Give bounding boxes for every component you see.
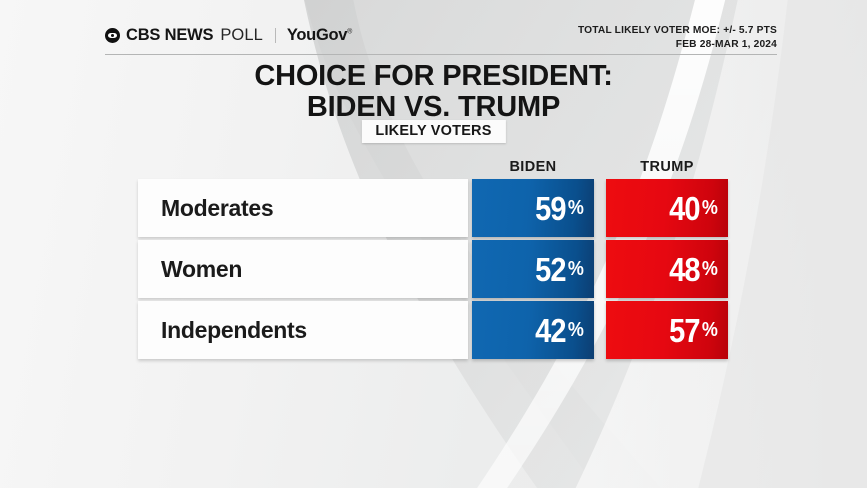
trump-value: 40 <box>669 189 701 227</box>
trump-result-cell: 57% <box>606 301 728 359</box>
table-row: Independents 42% 57% <box>138 301 728 359</box>
page-title: CHOICE FOR PRESIDENT: BIDEN VS. TRUMP <box>0 62 867 122</box>
column-headers: BIDEN TRUMP <box>472 159 728 177</box>
biden-percent-sign: % <box>568 258 585 280</box>
biden-result-cell: 59% <box>472 179 594 237</box>
row-label: Independents <box>161 316 307 343</box>
row-label: Moderates <box>161 194 274 221</box>
header-divider <box>105 54 777 55</box>
biden-value: 42 <box>535 311 567 349</box>
table-row: Moderates 59% 40% <box>138 179 728 237</box>
moe-block: TOTAL LIKELY VOTER MOE: +/- 5.7 PTS FEB … <box>578 24 777 51</box>
row-label-panel: Independents <box>138 301 468 359</box>
trump-result-cell: 48% <box>606 240 728 298</box>
trump-result-cell: 40% <box>606 179 728 237</box>
trump-percent-sign: % <box>702 258 719 280</box>
brand-poll: POLL <box>220 26 263 44</box>
trump-percent-sign: % <box>702 197 719 219</box>
biden-result-cell: 52% <box>472 240 594 298</box>
brand-separator <box>274 28 276 43</box>
biden-percent-sign: % <box>568 197 585 219</box>
row-label-panel: Moderates <box>138 179 468 237</box>
moe-line-1: TOTAL LIKELY VOTER MOE: +/- 5.7 PTS <box>577 25 777 36</box>
brand-yougov: YouGov® <box>286 26 353 44</box>
column-header-biden: BIDEN <box>509 159 557 175</box>
trump-value: 48 <box>669 250 701 288</box>
title-line-2: BIDEN VS. TRUMP <box>306 91 561 123</box>
likely-voters-badge: LIKELY VOTERS <box>361 120 506 143</box>
cbs-news-poll-logo: CBS NEWS POLL YouGov® <box>105 26 352 45</box>
biden-value: 52 <box>535 250 567 288</box>
table-row: Women 52% 48% <box>138 240 728 298</box>
brand-bar: CBS NEWS POLL YouGov® TOTAL LIKELY VOTER… <box>105 24 777 58</box>
column-header-trump: TRUMP <box>640 159 694 175</box>
title-line-1: CHOICE FOR PRESIDENT: <box>254 60 613 92</box>
biden-value: 59 <box>535 189 567 227</box>
trump-value: 57 <box>669 311 701 349</box>
results-table: Moderates 59% 40% Women 52% 48% Independ… <box>138 179 728 359</box>
row-label-panel: Women <box>138 240 468 298</box>
biden-result-cell: 42% <box>472 301 594 359</box>
brand-cbs-news: CBS NEWS <box>126 26 214 44</box>
biden-percent-sign: % <box>568 319 585 341</box>
row-label: Women <box>161 255 243 282</box>
moe-line-2: FEB 28-MAR 1, 2024 <box>675 38 777 50</box>
cbs-eye-icon <box>105 28 120 43</box>
trump-percent-sign: % <box>702 319 719 341</box>
